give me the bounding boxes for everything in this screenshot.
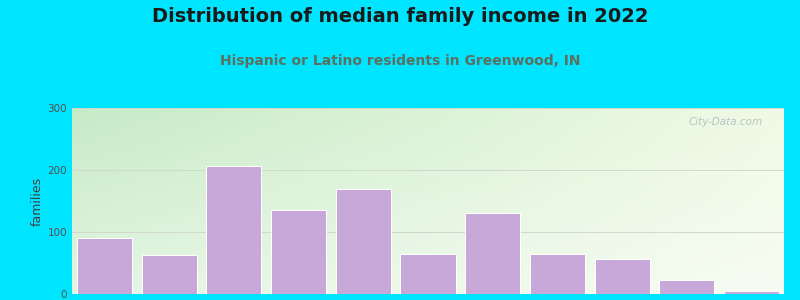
Bar xyxy=(594,259,650,294)
Bar xyxy=(530,254,585,294)
Bar xyxy=(77,238,132,294)
Bar xyxy=(724,291,779,294)
Bar xyxy=(336,189,390,294)
Bar xyxy=(401,254,455,294)
Text: Hispanic or Latino residents in Greenwood, IN: Hispanic or Latino residents in Greenwoo… xyxy=(220,54,580,68)
Bar xyxy=(271,210,326,294)
Text: City-Data.com: City-Data.com xyxy=(689,117,762,127)
Text: Distribution of median family income in 2022: Distribution of median family income in … xyxy=(152,8,648,26)
Bar xyxy=(206,166,262,294)
Y-axis label: families: families xyxy=(30,176,43,226)
Bar xyxy=(659,280,714,294)
Bar xyxy=(466,213,520,294)
Bar xyxy=(142,255,197,294)
